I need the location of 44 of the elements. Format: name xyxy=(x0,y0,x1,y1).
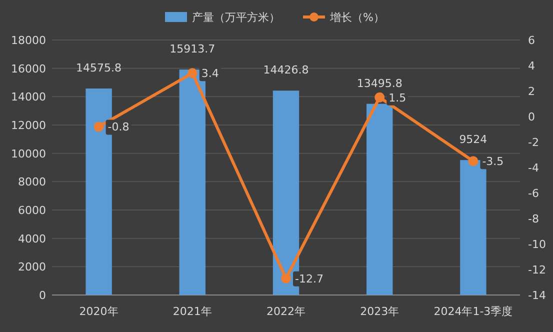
y2-tick-label: -6 xyxy=(528,187,539,200)
y-tick-label: 6000 xyxy=(18,204,46,217)
point xyxy=(468,156,478,166)
data-label: 14575.8 xyxy=(76,62,122,75)
point xyxy=(374,92,385,102)
y-tick-label: 8000 xyxy=(18,176,46,189)
point xyxy=(187,68,198,78)
y2-tick-label: -14 xyxy=(528,289,546,302)
y2-tick-label: 6 xyxy=(528,34,535,47)
y-tick-label: 18000 xyxy=(11,34,46,47)
x-tick-label: 2023年 xyxy=(360,305,400,318)
y-tick-label: 14000 xyxy=(11,90,46,104)
bar xyxy=(366,104,393,295)
data-label: 9524 xyxy=(459,133,488,146)
data-label: 14426.8 xyxy=(263,64,309,77)
point xyxy=(94,122,104,132)
y-tick-label: 16000 xyxy=(11,62,46,76)
x-tick-label: 2024年1-3季度 xyxy=(434,305,513,318)
data-label: 13495.8 xyxy=(356,76,402,90)
data-label: -3.5 xyxy=(482,155,504,168)
data-label: 15913.7 xyxy=(170,42,216,56)
y2-tick-label: -4 xyxy=(528,162,539,174)
x-tick-label: 2020年 xyxy=(79,305,118,318)
y2-tick-label: -12 xyxy=(528,264,546,276)
y2-tick-label: 4 xyxy=(528,60,535,72)
y2-tick-label: 2 xyxy=(528,85,535,98)
legend-label: 增长（%） xyxy=(329,11,384,24)
y-tick-label: 2000 xyxy=(18,260,46,274)
y-tick-label: 12000 xyxy=(11,119,46,132)
y2-tick-label: -10 xyxy=(528,238,546,251)
data-label: -12.7 xyxy=(295,272,324,286)
x-tick-label: 2021年 xyxy=(172,305,212,318)
data-label: -0.8 xyxy=(108,120,130,134)
y-tick-label: 4000 xyxy=(18,232,46,246)
y2-tick-label: -8 xyxy=(528,212,539,226)
point xyxy=(281,273,291,284)
data-label: 3.4 xyxy=(201,67,219,80)
y-tick-label: 0 xyxy=(39,289,46,302)
y2-tick-label: 0 xyxy=(528,110,535,124)
data-label: 1.5 xyxy=(388,91,406,104)
y2-tick-label: -2 xyxy=(528,136,539,149)
y-tick-label: 10000 xyxy=(11,147,46,160)
legend-label: 产量（万平方米） xyxy=(192,11,280,24)
x-tick-label: 2022年 xyxy=(266,305,306,318)
